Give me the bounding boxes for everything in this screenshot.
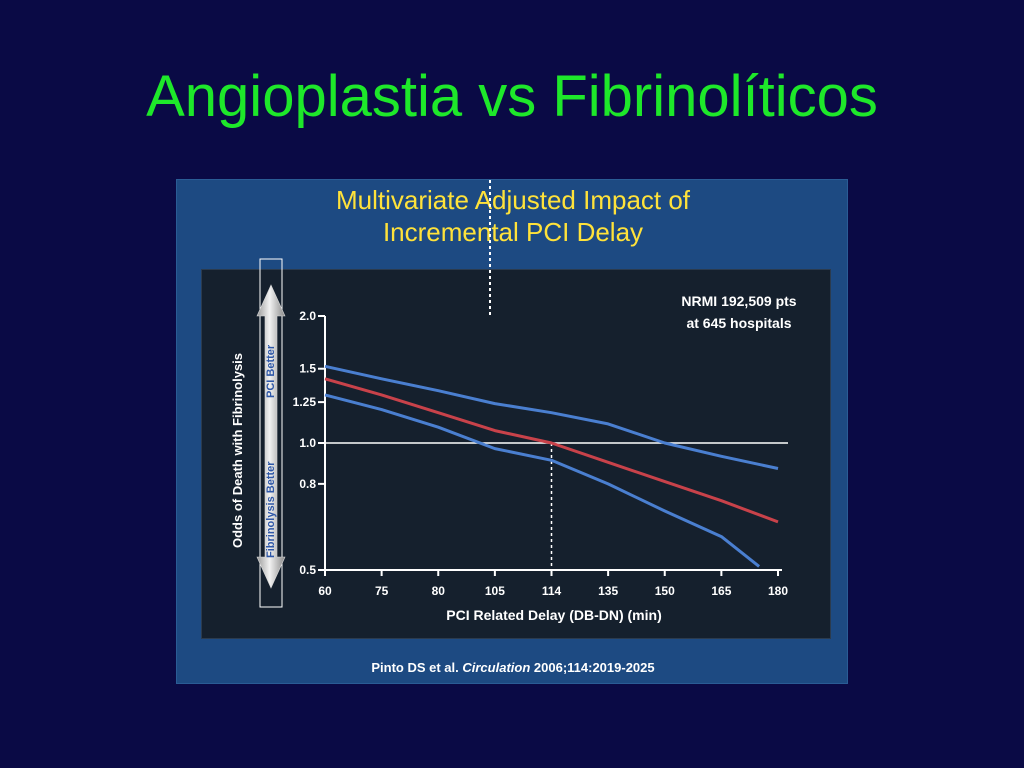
x-tick-label: 80	[432, 584, 446, 598]
figure-title: Multivariate Adjusted Impact of Incremen…	[177, 184, 849, 248]
series-line-estimate	[324, 377, 779, 524]
y-tick-label: 2.0	[299, 309, 316, 323]
figure-title-line-1: Multivariate Adjusted Impact of	[335, 185, 691, 215]
y-tick-label: 1.5	[299, 362, 316, 376]
series-line-lower-ci	[324, 393, 761, 568]
x-tick-label: 75	[375, 584, 389, 598]
plot-area: 2.0 1.5 1.25 1.0 0.8 0.560 75 80 105 114 135 150 165…	[293, 309, 789, 598]
slide-title: Angioplastia vs Fibrinolíticos	[146, 64, 878, 129]
x-tick-label: 150	[655, 584, 675, 598]
y-tick-label: 0.8	[299, 477, 316, 491]
arrow-down-label: Fibrinolysis Better	[265, 461, 277, 558]
arrow-up-label: PCI Better	[265, 344, 277, 398]
citation: Pinto DS et al. Circulation 2006;114:201…	[177, 660, 849, 675]
x-tick-label: 135	[598, 584, 618, 598]
y-axis-label: Odds of Death with Fibrinolysis	[230, 353, 245, 548]
annotation-line-2: at 645 hospitals	[686, 315, 791, 331]
x-axis-label: PCI Related Delay (DB-DN) (min)	[446, 607, 661, 623]
figure-title-line-2: Incremental PCI Delay	[382, 217, 644, 247]
y-tick-label: 0.5	[299, 563, 316, 577]
x-tick-label: 60	[318, 584, 332, 598]
x-tick-label: 165	[711, 584, 731, 598]
citation-author: Pinto DS et al.	[371, 660, 463, 675]
x-tick-label: 105	[485, 584, 505, 598]
double-arrow-icon: PCI Better Fibrinolysis Better	[256, 258, 286, 608]
x-tick-label: 114	[542, 584, 562, 598]
x-tick-label: 180	[768, 584, 788, 598]
series-line-upper-ci	[324, 364, 779, 470]
annotation-line-1: NRMI 192,509 pts	[681, 293, 796, 309]
citation-details: 2006;114:2019-2025	[530, 660, 655, 675]
y-tick-label: 1.25	[293, 395, 317, 409]
y-tick-label: 1.0	[299, 436, 316, 450]
citation-journal: Circulation	[462, 660, 531, 675]
